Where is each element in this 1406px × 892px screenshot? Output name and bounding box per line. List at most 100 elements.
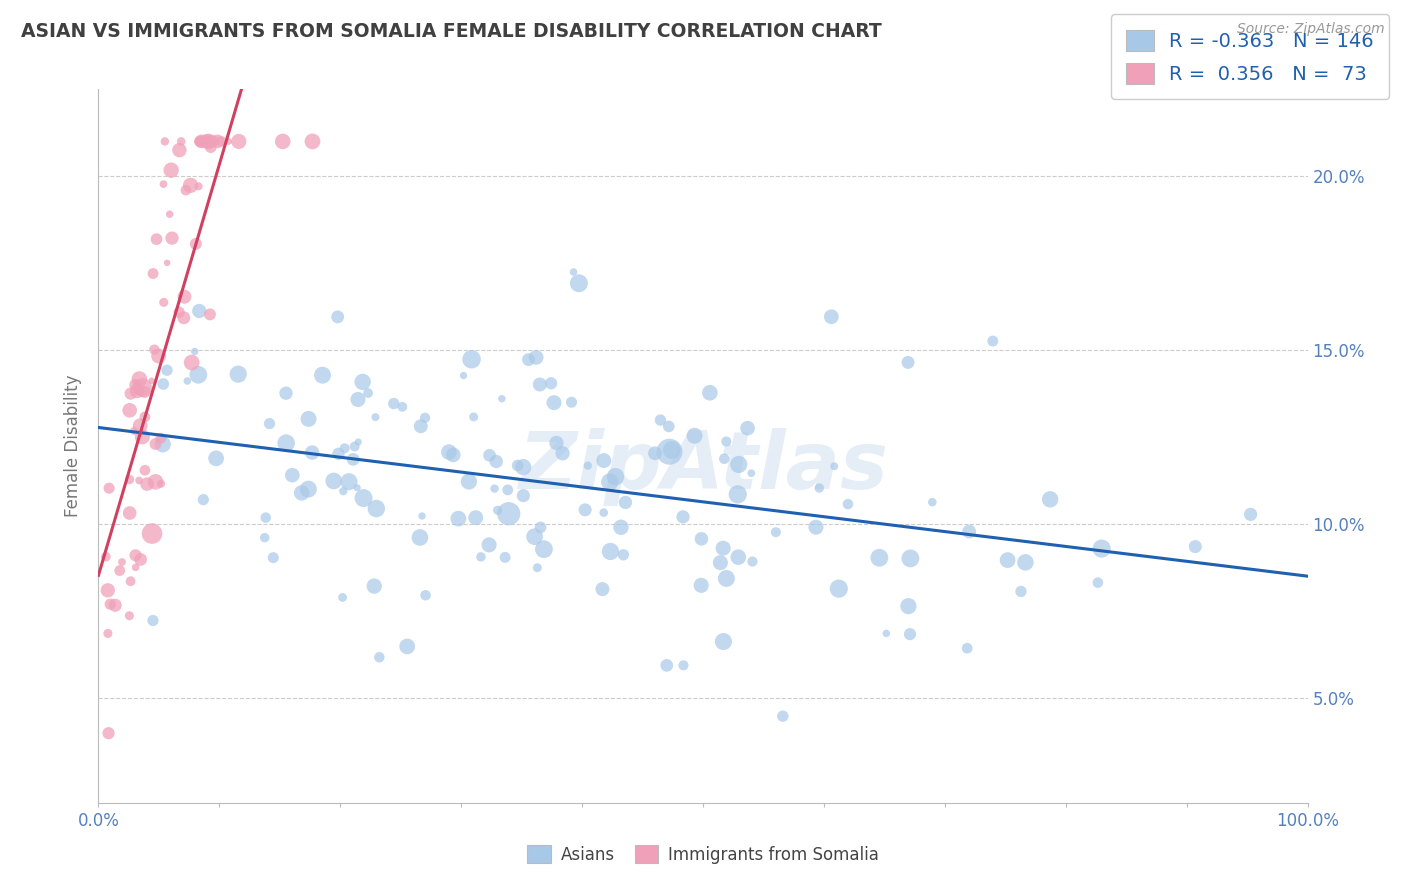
Point	[262, 550, 284, 565]
Point	[169, 143, 191, 157]
Point	[153, 135, 176, 149]
Point	[592, 506, 614, 520]
Point	[291, 486, 314, 500]
Point	[160, 163, 183, 178]
Point	[152, 295, 174, 310]
Point	[118, 608, 141, 623]
Point	[413, 410, 436, 425]
Point	[159, 207, 181, 221]
Point	[560, 395, 582, 409]
Point	[174, 183, 197, 197]
Point	[546, 436, 568, 450]
Point	[599, 544, 621, 558]
Point	[301, 135, 323, 149]
Point	[897, 355, 920, 369]
Point	[131, 430, 153, 444]
Point	[599, 475, 621, 489]
Point	[173, 310, 195, 325]
Point	[820, 310, 842, 324]
Point	[576, 458, 599, 473]
Point	[898, 627, 921, 641]
Point	[1239, 508, 1261, 522]
Point	[333, 442, 356, 456]
Point	[837, 497, 859, 511]
Point	[740, 466, 762, 480]
Point	[658, 419, 681, 434]
Legend: Asians, Immigrants from Somalia: Asians, Immigrants from Somalia	[520, 838, 886, 871]
Point	[211, 135, 233, 149]
Point	[134, 463, 156, 477]
Point	[981, 334, 1004, 348]
Point	[699, 385, 721, 400]
Point	[149, 431, 172, 445]
Point	[464, 510, 486, 524]
Point	[98, 481, 121, 495]
Point	[409, 531, 432, 545]
Point	[281, 468, 304, 483]
Point	[97, 726, 120, 740]
Point	[496, 483, 519, 497]
Point	[363, 579, 385, 593]
Legend: R = -0.363   N = 146, R =  0.356   N =  73: R = -0.363 N = 146, R = 0.356 N = 73	[1111, 14, 1389, 99]
Point	[610, 520, 633, 534]
Point	[190, 135, 212, 149]
Point	[128, 384, 150, 399]
Point	[517, 352, 540, 367]
Text: Source: ZipAtlas.com: Source: ZipAtlas.com	[1237, 22, 1385, 37]
Point	[184, 236, 207, 251]
Point	[108, 564, 131, 578]
Point	[94, 549, 117, 564]
Point	[690, 532, 713, 546]
Point	[453, 368, 475, 383]
Point	[529, 377, 551, 392]
Point	[187, 179, 209, 194]
Point	[141, 374, 163, 388]
Point	[352, 375, 374, 389]
Point	[342, 452, 364, 467]
Point	[170, 135, 193, 149]
Point	[253, 531, 276, 545]
Point	[709, 556, 731, 570]
Point	[592, 453, 614, 467]
Point	[129, 418, 152, 433]
Point	[254, 510, 277, 524]
Point	[156, 363, 179, 377]
Point	[332, 591, 354, 605]
Point	[441, 448, 464, 462]
Point	[765, 525, 787, 540]
Point	[152, 177, 174, 191]
Point	[612, 548, 634, 562]
Point	[478, 448, 501, 462]
Point	[463, 409, 485, 424]
Point	[658, 444, 681, 458]
Point	[690, 578, 713, 592]
Point	[180, 178, 202, 193]
Point	[98, 597, 121, 611]
Point	[484, 482, 506, 496]
Point	[574, 503, 596, 517]
Point	[391, 400, 413, 414]
Point	[368, 650, 391, 665]
Point	[145, 475, 167, 489]
Point	[148, 349, 170, 363]
Point	[176, 374, 198, 388]
Point	[201, 135, 224, 149]
Point	[152, 437, 174, 451]
Point	[160, 231, 183, 245]
Point	[198, 307, 221, 321]
Point	[478, 538, 501, 552]
Point	[644, 446, 666, 460]
Point	[711, 541, 734, 556]
Point	[353, 491, 375, 505]
Point	[134, 409, 156, 424]
Point	[218, 135, 240, 149]
Point	[167, 305, 190, 319]
Point	[458, 475, 481, 489]
Point	[997, 553, 1019, 567]
Point	[297, 482, 319, 496]
Point	[276, 436, 298, 450]
Point	[568, 277, 591, 291]
Point	[716, 434, 738, 449]
Point	[145, 437, 167, 451]
Point	[347, 434, 370, 449]
